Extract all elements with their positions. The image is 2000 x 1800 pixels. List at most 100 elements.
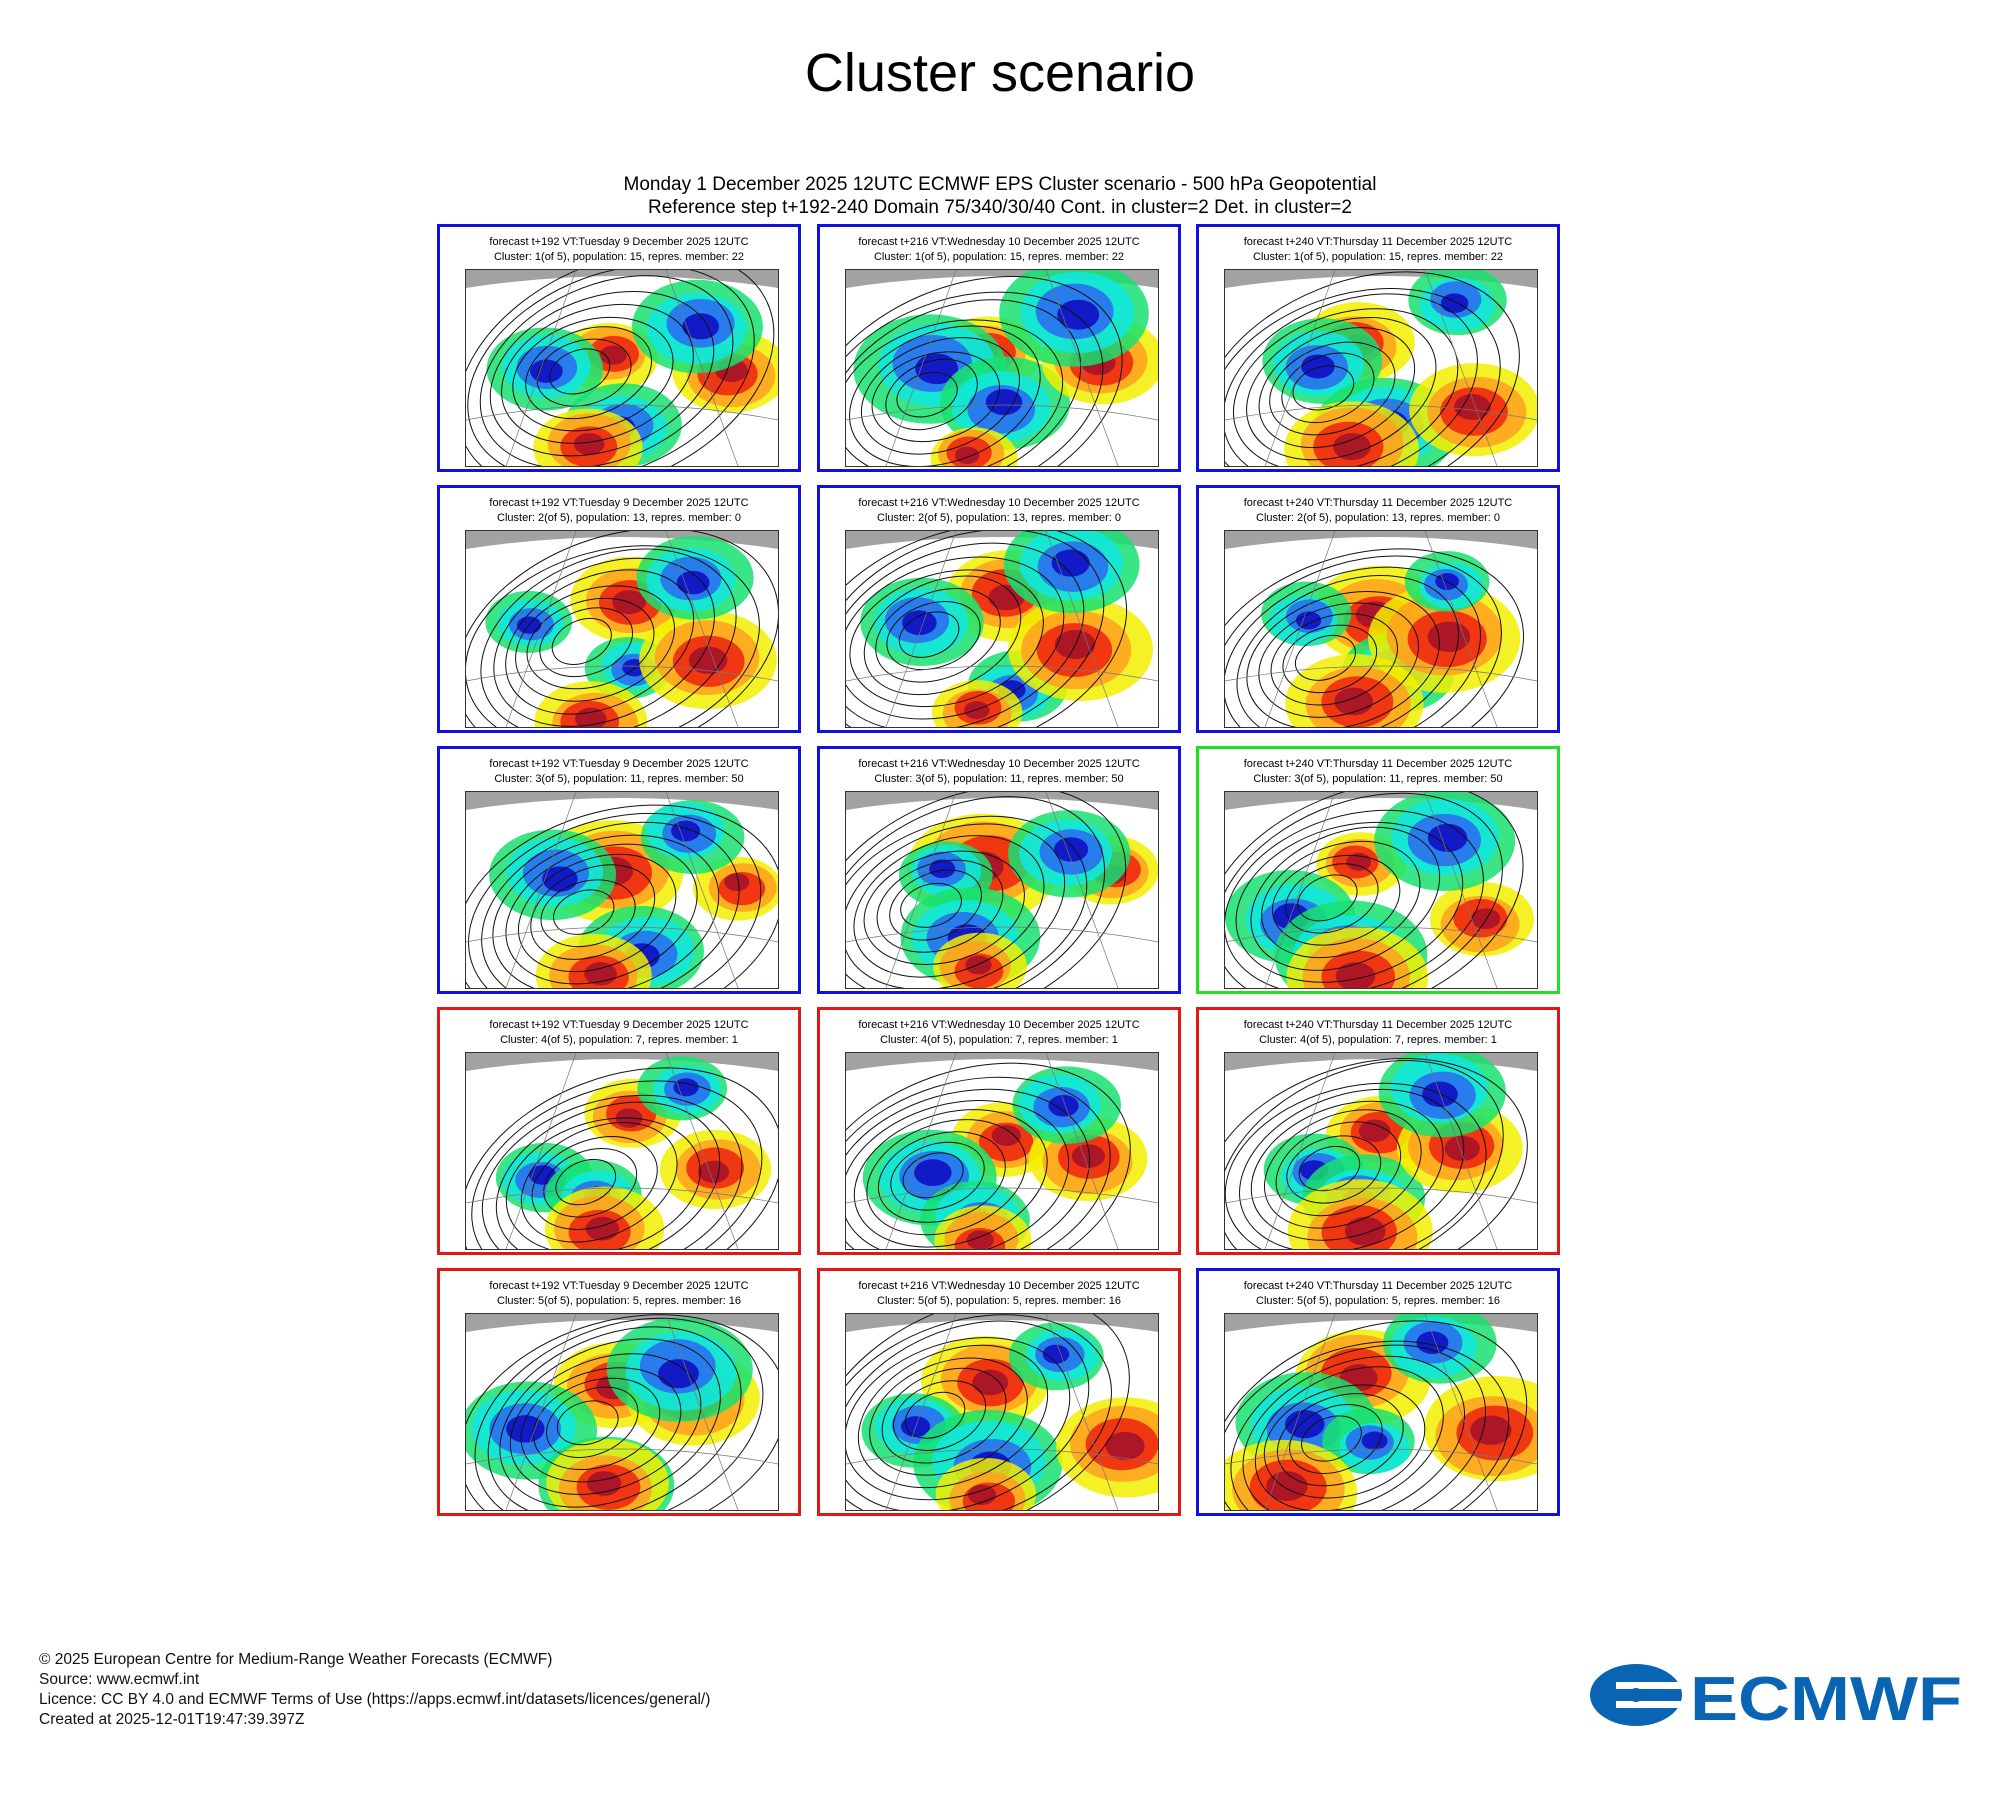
ecmwf-logo[interactable]: ECMWF: [1588, 1660, 1968, 1730]
contour-line: [1250, 1100, 1444, 1241]
contour-line: [1225, 1320, 1528, 1510]
panel-forecast-title: forecast t+192 VT:Tuesday 9 December 202…: [489, 1280, 749, 1292]
contour-line: [1297, 874, 1358, 922]
contour-line: [474, 1317, 764, 1510]
contour-line: [1225, 792, 1524, 988]
cluster-panel[interactable]: forecast t+192 VT:Tuesday 9 December 202…: [437, 746, 801, 994]
geopotential-contours: [846, 792, 1127, 988]
panel-forecast-title: forecast t+240 VT:Thursday 11 December 2…: [1243, 497, 1513, 509]
cold-anomaly: [676, 570, 710, 595]
ecmwf-logo-icon: [1590, 1664, 1686, 1726]
cold-anomaly: [658, 1359, 699, 1389]
contour-line: [846, 1314, 1130, 1510]
cluster-panel[interactable]: forecast t+240 VT:Thursday 11 December 2…: [1196, 1007, 1560, 1255]
geopotential-map: [1224, 1052, 1538, 1250]
warm-anomaly: [1071, 1144, 1105, 1168]
warm-anomaly: [575, 707, 607, 727]
cluster-panel[interactable]: forecast t+240 VT:Thursday 11 December 2…: [1196, 485, 1560, 733]
contour-line: [1281, 352, 1375, 424]
geopotential-contours: [466, 1067, 778, 1249]
graticule: [466, 1053, 778, 1249]
cluster-panel[interactable]: forecast t+192 VT:Tuesday 9 December 202…: [437, 485, 801, 733]
cold-anomaly: [1048, 1094, 1079, 1117]
contour-line: [466, 1314, 778, 1510]
anomaly-shading: [486, 279, 778, 466]
contour-line: [886, 601, 981, 671]
geopotential-map: [1224, 1313, 1538, 1511]
contour-line: [846, 1088, 1091, 1249]
contour-line: [1225, 809, 1484, 988]
contour-line: [1285, 863, 1379, 934]
contour-line: [866, 1119, 1027, 1236]
contour-line: [543, 1148, 638, 1218]
contour-line: [536, 338, 632, 407]
cluster-panel[interactable]: forecast t+216 VT:Wednesday 10 December …: [817, 1268, 1181, 1516]
logo-text: ECMWF: [1690, 1665, 1962, 1730]
warm-anomaly: [1105, 1431, 1145, 1460]
contour-line: [846, 796, 1106, 988]
contour-line: [1239, 1088, 1465, 1249]
contour-line: [846, 275, 1123, 466]
cold-anomaly: [914, 1159, 952, 1187]
cluster-panel[interactable]: forecast t+216 VT:Wednesday 10 December …: [817, 746, 1181, 994]
geopotential-contours: [466, 804, 778, 988]
contour-line: [471, 1080, 763, 1249]
anomaly-shading: [466, 1317, 760, 1510]
geopotential-map: [845, 791, 1159, 989]
contour-line: [1246, 591, 1440, 727]
contour-line: [846, 531, 1105, 727]
panel-forecast-title: forecast t+240 VT:Thursday 11 December 2…: [1243, 236, 1513, 248]
graticule: [846, 1314, 1158, 1510]
warm-anomaly: [991, 1125, 1021, 1146]
cold-anomaly: [671, 820, 701, 842]
geopotential-contours: [846, 275, 1123, 466]
cold-anomaly: [682, 313, 720, 340]
page-title: Cluster scenario: [804, 43, 1196, 103]
warm-anomaly: [954, 446, 980, 465]
panel-cluster-info: Cluster: 3(of 5), population: 11, repres…: [1253, 773, 1503, 785]
geopotential-map: [465, 530, 779, 728]
contour-line: [526, 597, 655, 690]
graticule: [846, 792, 1158, 988]
graticule: [1225, 1053, 1537, 1249]
contour-line: [877, 1131, 1006, 1223]
cluster-panel[interactable]: forecast t+192 VT:Tuesday 9 December 202…: [437, 1268, 801, 1516]
geopotential-map: [465, 269, 779, 467]
cold-anomaly: [928, 859, 956, 879]
contour-line: [853, 1109, 1048, 1248]
contour-line: [846, 815, 1088, 988]
contour-line: [520, 1122, 678, 1243]
contour-line: [889, 869, 982, 941]
panel-forecast-title: forecast t+240 VT:Thursday 11 December 2…: [1243, 1019, 1513, 1031]
contour-line: [846, 1076, 1111, 1249]
panel-forecast-title: forecast t+192 VT:Tuesday 9 December 202…: [489, 497, 749, 509]
contour-line: [885, 358, 978, 431]
cluster-panel[interactable]: forecast t+216 VT:Wednesday 10 December …: [817, 485, 1181, 733]
contour-line: [860, 337, 1020, 455]
contour-line: [1236, 575, 1460, 727]
geopotential-contours: [846, 531, 1128, 727]
geopotential-contours: [846, 1062, 1131, 1249]
contour-line: [1225, 548, 1525, 727]
contour-line: [481, 1094, 743, 1249]
anomaly-shading: [860, 531, 1154, 727]
cluster-panel[interactable]: forecast t+240 VT:Thursday 11 December 2…: [1196, 1268, 1560, 1516]
cluster-panel[interactable]: forecast t+240 VT:Thursday 11 December 2…: [1196, 224, 1560, 472]
panel-cluster-info: Cluster: 5(of 5), population: 5, repres.…: [1256, 1295, 1500, 1307]
contour-line: [466, 804, 778, 988]
contour-line: [1289, 1404, 1383, 1474]
contour-line: [863, 850, 1025, 965]
contour-line: [466, 545, 760, 727]
contour-line: [551, 617, 612, 665]
cold-anomaly: [1440, 293, 1469, 314]
cluster-panel[interactable]: forecast t+216 VT:Wednesday 10 December …: [817, 1007, 1181, 1255]
cluster-panel[interactable]: forecast t+240 VT:Thursday 11 December 2…: [1196, 746, 1560, 994]
warm-anomaly: [599, 345, 627, 365]
contour-line: [846, 1337, 1071, 1501]
cluster-panel[interactable]: forecast t+192 VT:Tuesday 9 December 202…: [437, 224, 801, 472]
contour-line: [1258, 327, 1416, 449]
cluster-panel[interactable]: forecast t+216 VT:Wednesday 10 December …: [817, 224, 1181, 472]
geopotential-contours: [1225, 1320, 1528, 1510]
cluster-panel[interactable]: forecast t+192 VT:Tuesday 9 December 202…: [437, 1007, 801, 1255]
